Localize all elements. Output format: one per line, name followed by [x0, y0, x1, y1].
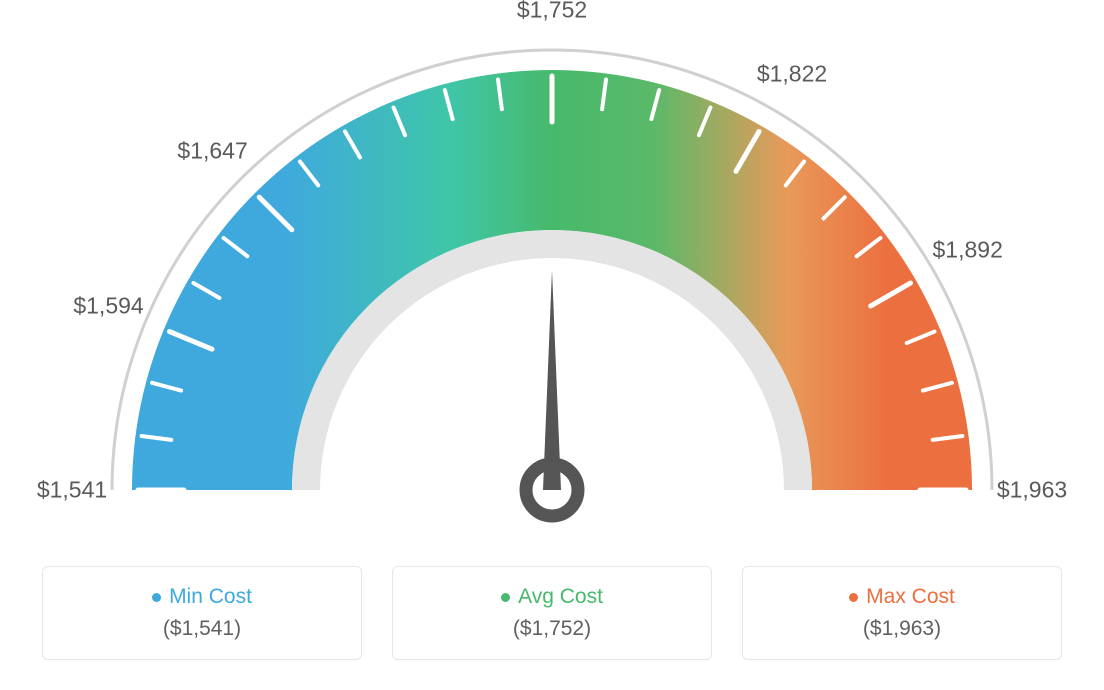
gauge-tick-label: $1,541 — [37, 477, 107, 504]
legend-min-value: ($1,541) — [53, 617, 351, 641]
gauge-tick-label: $1,594 — [73, 293, 143, 320]
legend-min-title: Min Cost — [152, 585, 252, 609]
legend-avg-title: Avg Cost — [501, 585, 603, 609]
gauge-tick-label: $1,822 — [757, 61, 827, 88]
legend-max-label: Max Cost — [866, 585, 955, 609]
legend-min-card: Min Cost ($1,541) — [42, 566, 362, 660]
legend-max-value: ($1,963) — [753, 617, 1051, 641]
legend-avg-dot — [501, 593, 510, 602]
gauge-svg — [0, 0, 1104, 540]
gauge-tick-label: $1,647 — [177, 137, 247, 164]
legend-avg-label: Avg Cost — [518, 585, 603, 609]
legend-avg-value: ($1,752) — [403, 617, 701, 641]
legend-max-dot — [849, 593, 858, 602]
legend-row: Min Cost ($1,541) Avg Cost ($1,752) Max … — [0, 566, 1104, 660]
legend-min-label: Min Cost — [169, 585, 252, 609]
legend-avg-card: Avg Cost ($1,752) — [392, 566, 712, 660]
gauge-chart: $1,541 $1,594 $1,647 $1,752 $1,822 $1,892 $1,9… — [0, 0, 1104, 540]
legend-min-dot — [152, 593, 161, 602]
legend-max-card: Max Cost ($1,963) — [742, 566, 1062, 660]
gauge-tick-label: $1,892 — [933, 237, 1003, 264]
legend-max-title: Max Cost — [849, 585, 955, 609]
gauge-tick-label: $1,963 — [997, 477, 1067, 504]
gauge-tick-label: $1,752 — [517, 0, 587, 24]
